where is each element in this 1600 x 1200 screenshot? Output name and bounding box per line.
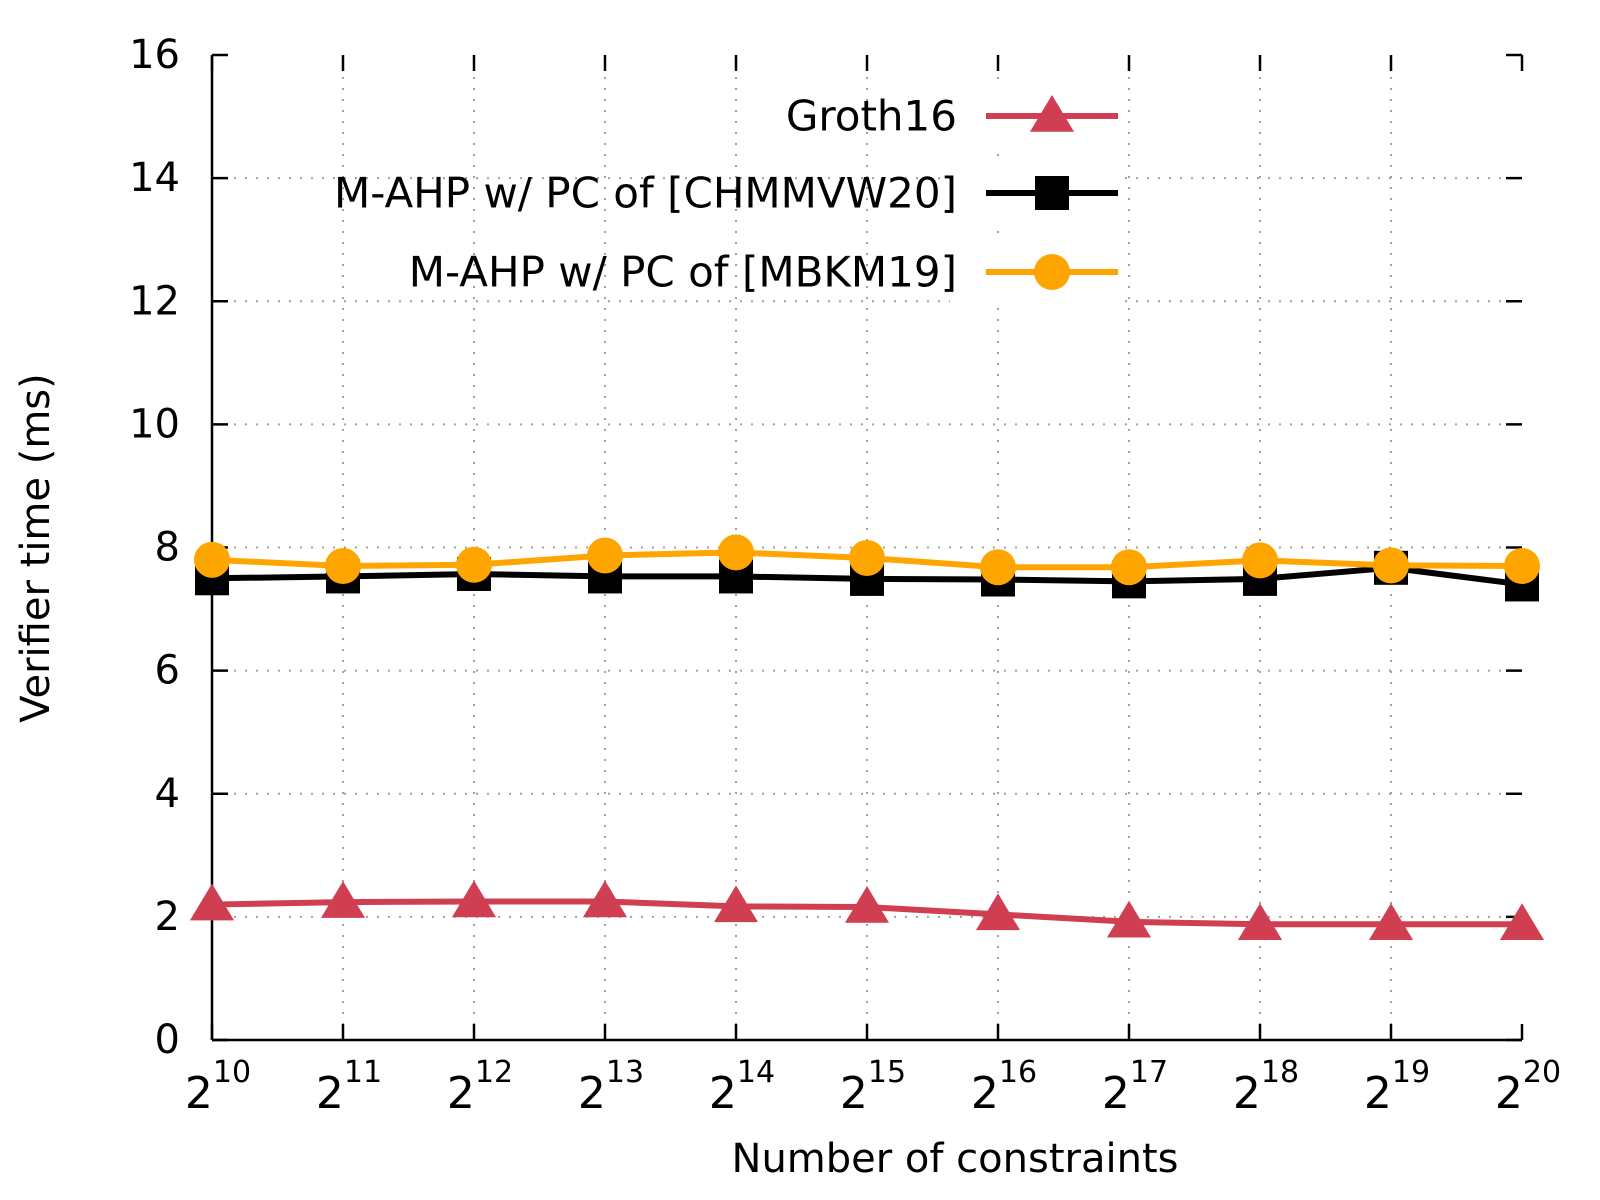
x-tick-label: 210: [185, 1055, 251, 1119]
data-point: [975, 893, 1021, 931]
data-point: [1237, 903, 1283, 941]
data-point: [194, 541, 230, 578]
data-point: [587, 537, 623, 574]
x-tick-base: 2: [1102, 1068, 1130, 1119]
data-point: [1504, 547, 1540, 584]
y-tick-label: 0: [155, 1017, 180, 1063]
legend: Groth16 M-AHP w/ PC of [CHMMVW20] M-AHP w/…: [334, 82, 1120, 306]
legend-entry: M-AHP w/ PC of [CHMMVW20]: [334, 159, 1120, 227]
data-point: [844, 886, 890, 923]
x-tick-exponent: 12: [475, 1055, 513, 1090]
x-tick-exponent: 20: [1523, 1055, 1561, 1090]
x-tick-base: 2: [1233, 1068, 1261, 1119]
series-circle: [194, 534, 1540, 586]
x-tick-label: 220: [1495, 1055, 1561, 1119]
y-tick-label: 10: [129, 401, 180, 447]
y-tick-label: 6: [155, 648, 180, 694]
x-tick-base: 2: [971, 1068, 999, 1119]
y-tick-label: 12: [129, 278, 180, 324]
x-tick-exponent: 15: [868, 1055, 906, 1090]
legend-label: M-AHP w/ PC of [CHMMVW20]: [334, 169, 957, 218]
y-tick-label: 16: [129, 32, 180, 78]
y-tick-label: 8: [155, 525, 180, 571]
x-tick-base: 2: [185, 1068, 213, 1119]
y-axis-label: Verifier time (ms): [13, 373, 59, 723]
x-tick-exponent: 14: [737, 1055, 775, 1090]
x-tick-base: 2: [709, 1068, 737, 1119]
y-tick-label: 2: [155, 894, 180, 940]
data-point: [320, 881, 366, 918]
legend-label: Groth16: [786, 92, 957, 141]
x-tick-base: 2: [578, 1068, 606, 1119]
data-point: [456, 546, 492, 583]
x-tick-exponent: 17: [1130, 1055, 1168, 1090]
x-tick-label: 213: [578, 1055, 644, 1119]
data-point: [451, 880, 497, 918]
legend-label: M-AHP w/ PC of [MBKM19]: [409, 248, 957, 297]
x-tick-base: 2: [840, 1068, 868, 1119]
legend-marker: [1035, 176, 1069, 210]
series-layer: [189, 534, 1545, 941]
legend-marker: [1029, 95, 1075, 132]
x-tick-label: 219: [1364, 1055, 1430, 1119]
data-point: [1106, 900, 1152, 938]
x-tick-exponent: 16: [999, 1055, 1037, 1090]
x-tick-label: 214: [709, 1055, 775, 1119]
x-tick-base: 2: [1495, 1068, 1523, 1119]
y-tick-label: 4: [155, 771, 180, 817]
x-tick-label: 212: [447, 1055, 513, 1119]
x-tick-label: 218: [1233, 1055, 1299, 1119]
data-point: [718, 534, 754, 571]
x-tick-label: 211: [316, 1055, 382, 1119]
legend-marker: [1034, 254, 1070, 290]
data-point: [980, 549, 1016, 586]
x-tick-base: 2: [316, 1068, 344, 1119]
x-tick-exponent: 18: [1261, 1055, 1299, 1090]
data-point: [1242, 542, 1278, 579]
data-point: [582, 880, 628, 918]
data-point: [325, 547, 361, 584]
data-point: [713, 885, 759, 923]
x-axis-label: Number of constraints: [732, 1136, 1179, 1182]
x-tick-exponent: 19: [1392, 1055, 1430, 1090]
x-tick-exponent: 13: [606, 1055, 644, 1090]
data-point: [849, 539, 885, 576]
data-point: [189, 883, 235, 921]
data-point: [1499, 903, 1545, 941]
y-tick-label: 14: [129, 155, 180, 201]
x-tick-label: 217: [1102, 1055, 1168, 1119]
legend-entry: M-AHP w/ PC of [MBKM19]: [409, 238, 1120, 306]
x-tick-base: 2: [1364, 1068, 1392, 1119]
x-tick-label: 215: [840, 1055, 906, 1119]
data-point: [1368, 903, 1414, 941]
data-point: [1111, 549, 1147, 586]
data-point: [1373, 547, 1409, 584]
x-tick-label: 216: [971, 1055, 1037, 1119]
x-tick-base: 2: [447, 1068, 475, 1119]
x-tick-exponent: 11: [344, 1055, 382, 1090]
legend-entry: Groth16: [786, 82, 1120, 150]
x-tick-exponent: 10: [213, 1055, 251, 1090]
series-triangle: [189, 880, 1545, 941]
